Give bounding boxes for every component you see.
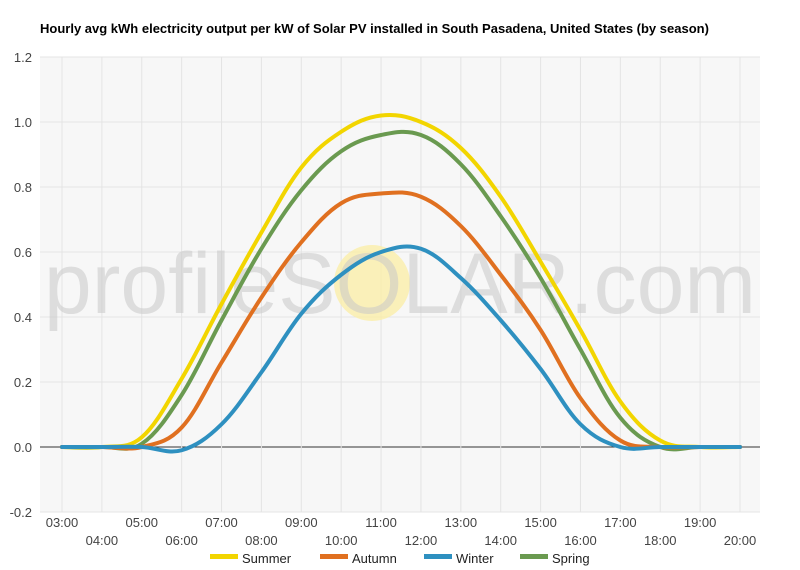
- y-tick-label: 0.4: [14, 310, 32, 325]
- x-tick-label: 18:00: [644, 533, 677, 548]
- x-tick-label: 04:00: [86, 533, 119, 548]
- legend-item-autumn: Autumn: [320, 551, 397, 566]
- y-tick-label: 1.0: [14, 115, 32, 130]
- x-tick-label: 05:00: [125, 515, 158, 530]
- series-line-spring: [60, 129, 742, 452]
- legend-item-winter: Winter: [424, 551, 494, 566]
- y-tick-label: 0.2: [14, 375, 32, 390]
- x-tick-label: 03:00: [46, 515, 79, 530]
- x-tick-label: 06:00: [165, 533, 198, 548]
- y-tick-label: -0.2: [10, 505, 32, 520]
- x-tick-label: 14:00: [484, 533, 517, 548]
- x-tick-label: 10:00: [325, 533, 358, 548]
- x-tick-label: 08:00: [245, 533, 278, 548]
- legend-item-spring: Spring: [520, 551, 590, 566]
- watermark-logo: profileSOLAR.com: [44, 236, 756, 332]
- legend-label: Winter: [456, 551, 494, 566]
- x-tick-label: 17:00: [604, 515, 637, 530]
- series-line-winter: [60, 244, 742, 454]
- legend-swatch: [520, 554, 548, 559]
- x-tick-label: 13:00: [445, 515, 478, 530]
- x-tick-label: 12:00: [405, 533, 438, 548]
- x-tick-label: 11:00: [365, 515, 397, 530]
- x-tick-label: 20:00: [724, 533, 757, 548]
- plot-area: -0.2 0.0 0.2 0.4 0.6 0.8 1.0 1.2 profileSOLAR.co…: [10, 50, 760, 566]
- y-tick-label: 0.6: [14, 245, 32, 260]
- y-tick-label: 0.8: [14, 180, 32, 195]
- legend-swatch: [424, 554, 452, 559]
- series-line-autumn: [60, 190, 742, 451]
- x-tick-label: 19:00: [684, 515, 717, 530]
- legend-swatch: [210, 554, 238, 559]
- x-tick-label: 07:00: [205, 515, 238, 530]
- series-line-summer: [60, 112, 742, 450]
- y-tick-label: 0.0: [14, 440, 32, 455]
- legend-label: Autumn: [352, 551, 397, 566]
- y-tick-label: 1.2: [14, 50, 32, 65]
- x-tick-label: 16:00: [564, 533, 597, 548]
- legend-label: Spring: [552, 551, 590, 566]
- legend-swatch: [320, 554, 348, 559]
- legend-item-summer: Summer: [210, 551, 292, 566]
- x-tick-label: 09:00: [285, 515, 318, 530]
- chart-title: Hourly avg kWh electricity output per kW…: [40, 21, 709, 36]
- x-tick-label: 15:00: [524, 515, 557, 530]
- legend-label: Summer: [242, 551, 292, 566]
- watermark-text: profileSOLAR.com: [44, 236, 756, 332]
